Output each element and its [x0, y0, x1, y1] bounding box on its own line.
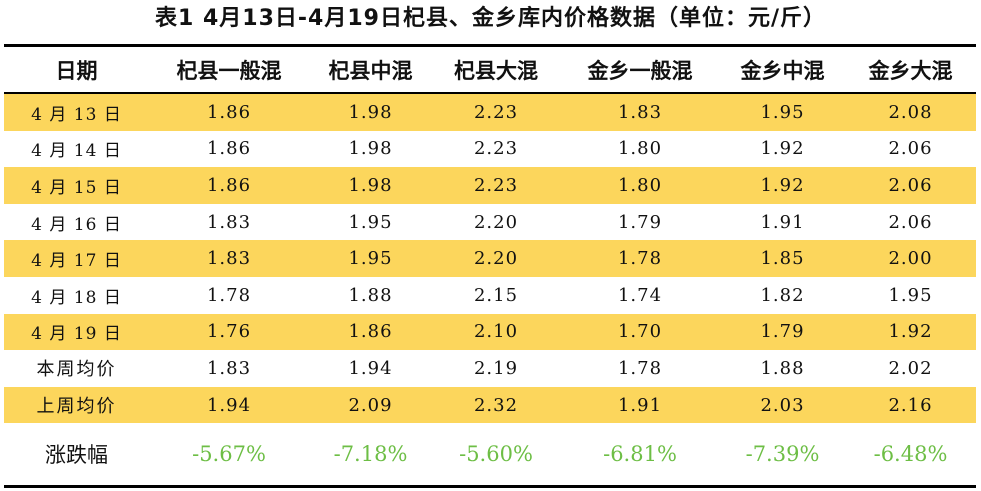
cell-value: 1.86: [348, 321, 393, 343]
cell-value: 1.79: [760, 321, 805, 343]
change-value: -5.67%: [192, 442, 266, 467]
row-date: 4 月 17 日: [31, 251, 122, 272]
table-row: 4 月 13 日 1.86 1.98 2.23 1.83 1.95 2.08: [4, 94, 976, 131]
cell-value: 2.23: [473, 138, 519, 160]
cell-value: 1.70: [617, 321, 663, 343]
header-qixian-general: 杞县一般混: [176, 58, 282, 83]
cell-value: 1.95: [888, 284, 933, 306]
bottom-rule: [4, 485, 976, 489]
header-qixian-medium: 杞县中混: [328, 58, 413, 83]
cell-value: 1.92: [760, 174, 805, 196]
cell-value: 2.06: [888, 174, 933, 196]
change-value: -6.48%: [873, 442, 948, 467]
table-row: 4 月 18 日 1.78 1.88 2.15 1.74 1.82 1.95: [4, 277, 976, 314]
cell-value: 2.03: [760, 394, 805, 416]
change-value: -7.18%: [333, 442, 408, 467]
cell-value: 2.10: [473, 321, 519, 343]
cell-value: 1.78: [617, 248, 663, 270]
header-qixian-large: 杞县大混: [454, 58, 538, 83]
cell-value: 2.32: [473, 394, 519, 416]
header-date: 日期: [55, 58, 98, 83]
cell-value: 1.85: [760, 248, 805, 270]
row-label: 上周均价: [36, 396, 117, 418]
cell-value: 1.95: [760, 101, 805, 123]
cell-value: 1.79: [617, 211, 663, 233]
cell-value: 1.88: [760, 357, 805, 379]
cell-value: 1.86: [206, 174, 252, 196]
table-row: 4 月 17 日 1.83 1.95 2.20 1.78 1.85 2.00: [4, 240, 976, 277]
table-row-this-week-avg: 本周均价 1.83 1.94 2.19 1.78 1.88 2.02: [4, 350, 976, 387]
change-value: -6.81%: [603, 442, 677, 467]
row-date: 4 月 13 日: [31, 104, 122, 125]
cell-value: 2.23: [473, 174, 519, 196]
cell-value: 1.86: [206, 101, 252, 123]
row-label: 本周均价: [36, 359, 117, 381]
table-row: 4 月 19 日 1.76 1.86 2.10 1.70 1.79 1.92: [4, 313, 976, 351]
cell-value: 1.83: [206, 248, 252, 270]
cell-value: 1.95: [348, 211, 393, 233]
row-date: 4 月 16 日: [31, 214, 122, 235]
cell-value: 1.74: [617, 284, 663, 306]
row-date: 4 月 18 日: [31, 287, 122, 308]
cell-value: 1.91: [760, 211, 805, 233]
header-jinxiang-large: 金乡大混: [868, 58, 953, 83]
cell-value: 1.98: [348, 101, 393, 123]
cell-value: 1.88: [348, 284, 393, 306]
price-table: 日期 杞县一般混 杞县中混 杞县大混 金乡一般混 金乡中混 金乡大混 4 月 1…: [4, 44, 976, 489]
cell-value: 1.98: [348, 138, 393, 160]
cell-value: 2.20: [473, 211, 519, 233]
cell-value: 1.80: [617, 138, 663, 160]
table-row: 4 月 14 日 1.86 1.98 2.23 1.80 1.92 2.06: [4, 131, 976, 168]
row-date: 4 月 14 日: [31, 141, 122, 162]
cell-value: 2.00: [888, 248, 933, 270]
cell-value: 1.92: [760, 138, 805, 160]
cell-value: 2.02: [888, 357, 933, 379]
table-row-last-week-avg: 上周均价 1.94 2.09 2.32 1.91 2.03 2.16: [4, 386, 976, 424]
table-row: 4 月 15 日 1.86 1.98 2.23 1.80 1.92 2.06: [4, 167, 976, 204]
change-row: 涨跌幅 -5.67% -7.18% -5.60% -6.81% -7.39% -…: [4, 423, 976, 485]
change-label: 涨跌幅: [45, 443, 108, 468]
cell-value: 2.15: [473, 284, 519, 306]
change-value: -7.39%: [745, 442, 820, 467]
cell-value: 1.83: [617, 101, 663, 123]
cell-value: 2.06: [888, 211, 933, 233]
cell-value: 1.80: [617, 174, 663, 196]
table-title: 表1 4月13日-4月19日杞县、金乡库内价格数据（单位：元/斤）: [155, 6, 826, 31]
row-date: 4 月 15 日: [31, 177, 122, 198]
cell-value: 2.08: [888, 101, 933, 123]
top-rule: [4, 44, 976, 47]
cell-value: 1.94: [206, 394, 252, 416]
header-jinxiang-general: 金乡一般混: [587, 58, 693, 83]
cell-value: 1.78: [206, 284, 252, 306]
cell-value: 1.91: [617, 394, 663, 416]
header-rule: [4, 92, 976, 94]
cell-value: 2.20: [473, 248, 519, 270]
cell-value: 1.86: [206, 138, 252, 160]
cell-value: 1.76: [206, 321, 252, 343]
cell-value: 1.78: [617, 357, 663, 379]
cell-value: 2.19: [473, 357, 519, 379]
cell-value: 2.16: [888, 394, 933, 416]
header-jinxiang-medium: 金乡中混: [740, 58, 825, 83]
cell-value: 1.94: [348, 357, 393, 379]
header-row: 日期 杞县一般混 杞县中混 杞县大混 金乡一般混 金乡中混 金乡大混: [4, 47, 976, 92]
cell-value: 1.98: [348, 174, 393, 196]
cell-value: 1.92: [888, 321, 933, 343]
cell-value: 1.95: [348, 248, 393, 270]
cell-value: 1.83: [206, 357, 252, 379]
cell-value: 1.82: [760, 284, 805, 306]
change-value: -5.60%: [459, 442, 533, 467]
cell-value: 1.83: [206, 211, 252, 233]
table-row: 4 月 16 日 1.83 1.95 2.20 1.79 1.91 2.06: [4, 204, 976, 241]
cell-value: 2.23: [473, 101, 519, 123]
row-date: 4 月 19 日: [31, 324, 122, 345]
cell-value: 2.06: [888, 138, 933, 160]
cell-value: 2.09: [348, 394, 393, 416]
